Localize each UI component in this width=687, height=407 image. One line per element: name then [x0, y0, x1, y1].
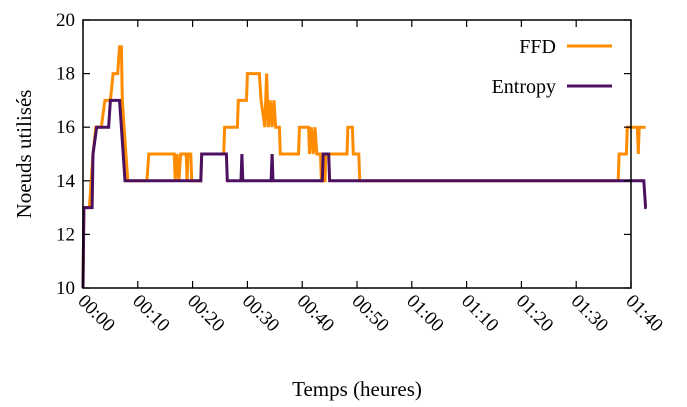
x-tick-label: 01:00 [402, 291, 447, 336]
x-tick-label: 00:50 [347, 291, 392, 336]
y-tick-label: 14 [56, 171, 76, 192]
y-tick-label: 20 [56, 10, 75, 31]
x-tick-label: 01:30 [567, 291, 612, 336]
x-tick-label: 00:10 [128, 291, 173, 336]
y-axis-title: Noeuds utilisés [12, 90, 36, 219]
x-tick-label: 00:00 [73, 291, 118, 336]
x-tick-label: 00:40 [293, 291, 338, 336]
legend: FFD Entropy [492, 36, 612, 98]
y-tick-label: 18 [56, 64, 75, 85]
x-axis-title: Temps (heures) [292, 377, 422, 401]
legend-label-ffd: FFD [519, 36, 556, 58]
x-tick-label: 00:30 [238, 291, 283, 336]
y-tick-label: 10 [56, 278, 75, 299]
series-layer [81, 45, 648, 289]
x-tick-label: 00:20 [183, 291, 228, 336]
x-tick-label: 01:40 [621, 291, 666, 336]
series-line-entropy [81, 98, 648, 289]
y-tick-label: 12 [56, 224, 75, 245]
x-tick-label: 01:20 [512, 291, 557, 336]
x-tick-label: 01:10 [457, 291, 502, 336]
legend-label-entropy: Entropy [492, 76, 556, 98]
y-tick-label: 16 [56, 117, 75, 138]
series-line-ffd [81, 45, 646, 289]
